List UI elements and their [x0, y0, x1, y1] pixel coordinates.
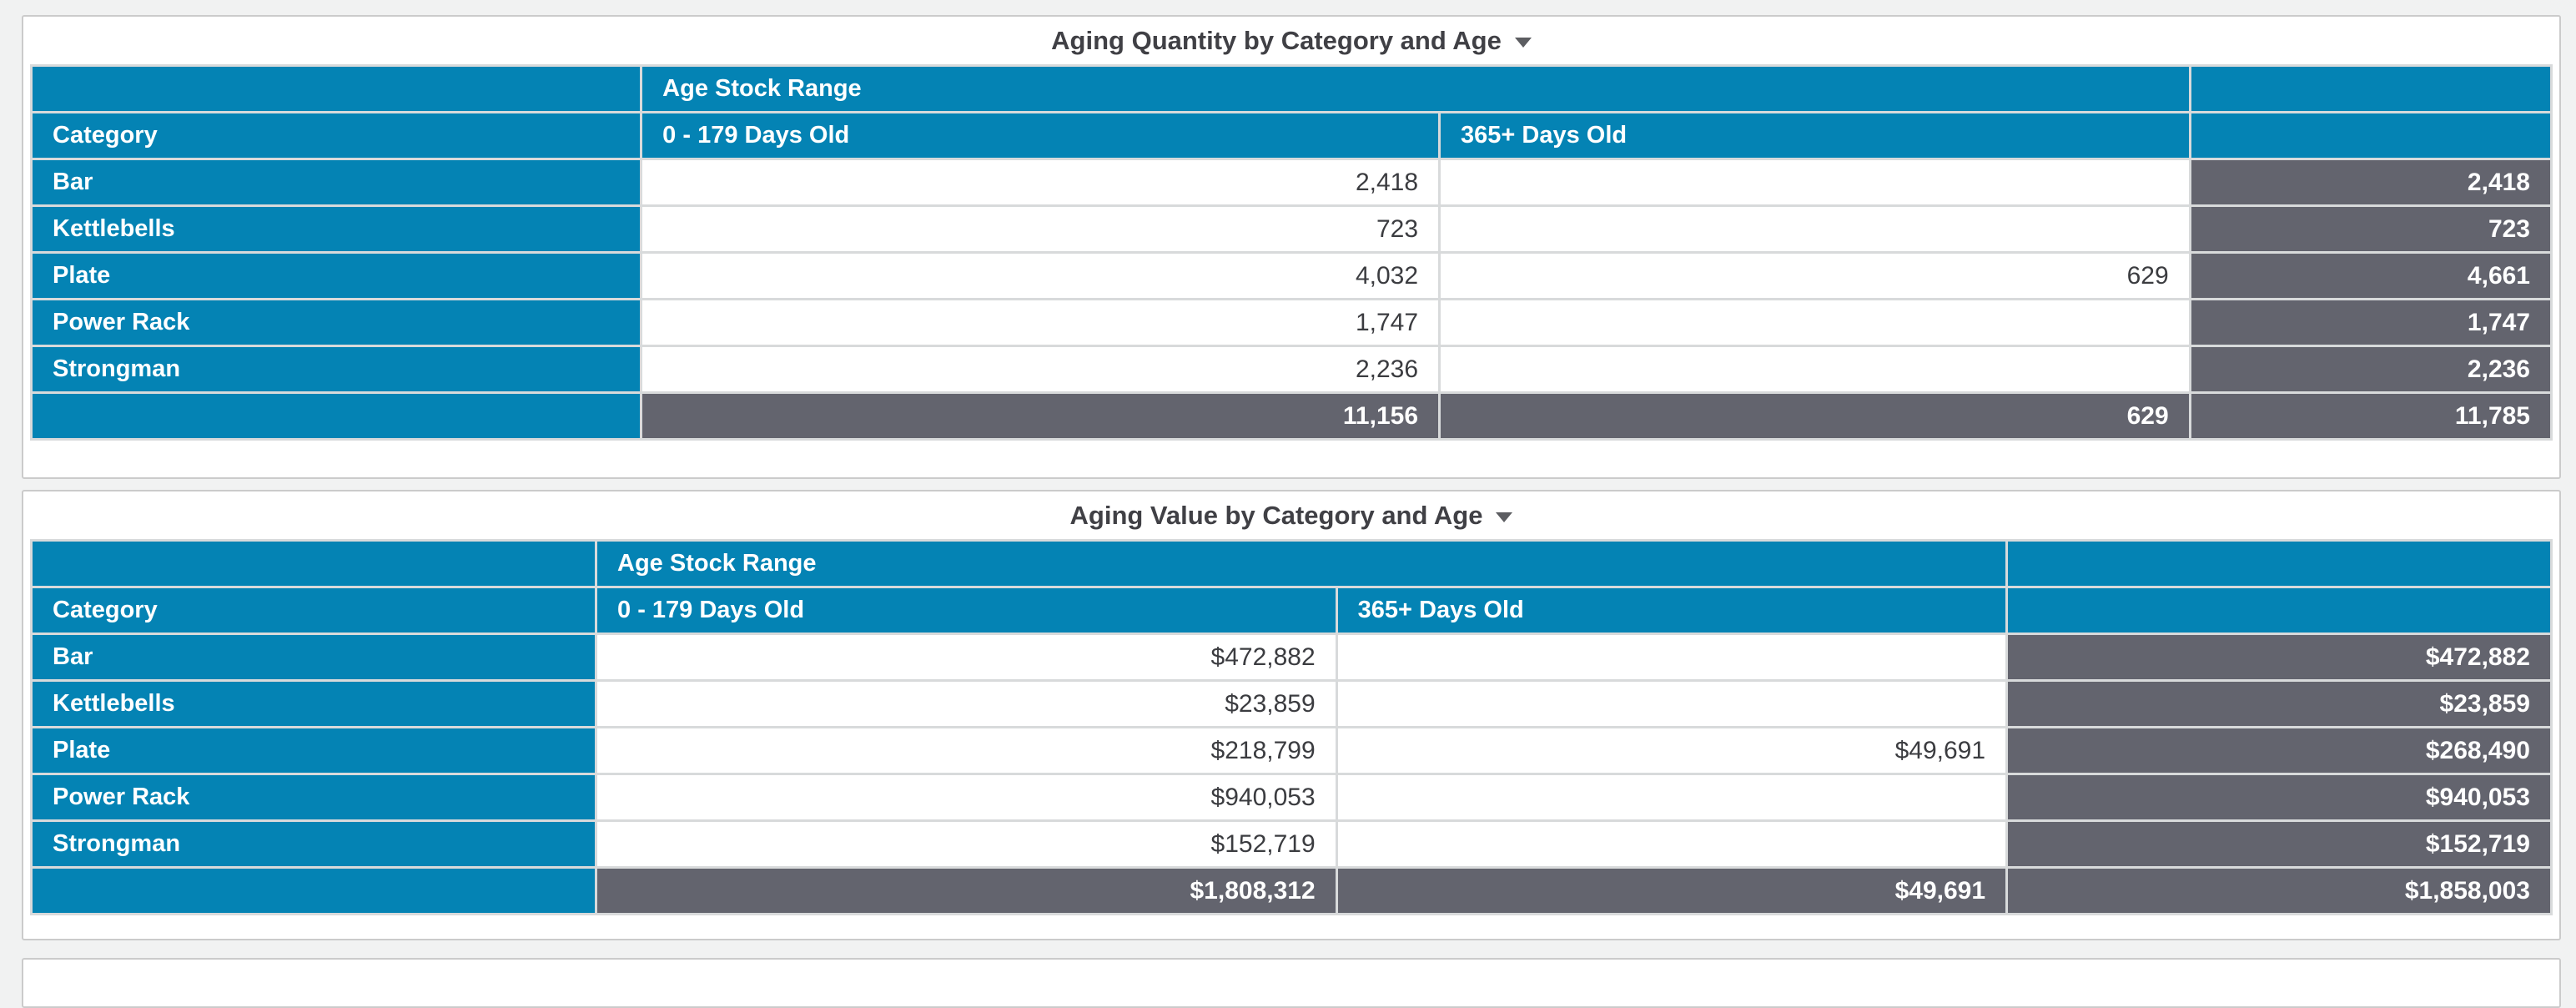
- grand-total-cell[interactable]: $1,858,003: [2008, 869, 2550, 913]
- table-row: Kettlebells $23,859 $23,859: [33, 682, 2550, 726]
- data-cell[interactable]: 2,418: [642, 160, 1439, 204]
- row-dimension-header: Category: [33, 113, 641, 158]
- caret-down-icon: [1496, 512, 1513, 522]
- table-row: Power Rack 1,747 1,747: [33, 300, 2550, 345]
- row-total-cell[interactable]: 4,661: [2191, 254, 2550, 298]
- total-column-header: [2191, 67, 2550, 111]
- pivot-group-header-row: Age Stock Range: [33, 542, 2550, 586]
- column-total-cell[interactable]: 629: [1441, 394, 2189, 438]
- data-cell[interactable]: [1337, 682, 2006, 726]
- table-row: Power Rack $940,053 $940,053: [33, 775, 2550, 819]
- totals-row-label: [33, 869, 596, 913]
- column-total-cell[interactable]: $1,808,312: [597, 869, 1336, 913]
- table-row: Plate 4,032 629 4,661: [33, 254, 2550, 298]
- data-cell[interactable]: $23,859: [597, 682, 1336, 726]
- data-cell[interactable]: [1337, 635, 2006, 679]
- row-total-cell[interactable]: 2,418: [2191, 160, 2550, 204]
- pivot-group-header: Age Stock Range: [642, 67, 2189, 111]
- column-header-365: 365+ Days Old: [1337, 588, 2006, 633]
- table-row: Bar 2,418 2,418: [33, 160, 2550, 204]
- column-header-365: 365+ Days Old: [1441, 113, 2189, 158]
- totals-row: $1,808,312 $49,691 $1,858,003: [33, 869, 2550, 913]
- data-cell[interactable]: $218,799: [597, 728, 1336, 773]
- data-cell[interactable]: 723: [642, 207, 1439, 251]
- row-label-bar[interactable]: Bar: [33, 160, 641, 204]
- column-header-0-179: 0 - 179 Days Old: [597, 588, 1336, 633]
- grand-total-cell[interactable]: 11,785: [2191, 394, 2550, 438]
- data-cell[interactable]: [1441, 160, 2189, 204]
- row-total-cell[interactable]: 723: [2191, 207, 2550, 251]
- row-label-kettlebells[interactable]: Kettlebells: [33, 207, 641, 251]
- column-header-0-179: 0 - 179 Days Old: [642, 113, 1439, 158]
- row-total-cell[interactable]: $268,490: [2008, 728, 2550, 773]
- table-row: Kettlebells 723 723: [33, 207, 2550, 251]
- data-cell[interactable]: 1,747: [642, 300, 1439, 345]
- total-column-header: [2191, 113, 2550, 158]
- corner-cell: [33, 542, 596, 586]
- data-cell[interactable]: $49,691: [1337, 728, 2006, 773]
- row-label-power-rack[interactable]: Power Rack: [33, 300, 641, 345]
- row-total-cell[interactable]: 1,747: [2191, 300, 2550, 345]
- data-cell[interactable]: [1337, 822, 2006, 866]
- value-tile-title-text: Aging Value by Category and Age: [1069, 500, 1483, 530]
- data-cell[interactable]: $472,882: [597, 635, 1336, 679]
- total-column-header: [2008, 588, 2550, 633]
- value-tile-title[interactable]: Aging Value by Category and Age: [23, 491, 2559, 539]
- column-total-cell[interactable]: $49,691: [1337, 869, 2006, 913]
- corner-cell: [33, 67, 641, 111]
- row-total-cell[interactable]: $152,719: [2008, 822, 2550, 866]
- table-row: Strongman $152,719 $152,719: [33, 822, 2550, 866]
- row-label-kettlebells[interactable]: Kettlebells: [33, 682, 596, 726]
- row-label-strongman[interactable]: Strongman: [33, 347, 641, 391]
- row-total-cell[interactable]: 2,236: [2191, 347, 2550, 391]
- row-label-bar[interactable]: Bar: [33, 635, 596, 679]
- quantity-tile-card: Aging Quantity by Category and Age Age S…: [22, 15, 2561, 479]
- data-cell[interactable]: [1441, 207, 2189, 251]
- pivot-group-header-row: Age Stock Range: [33, 67, 2550, 111]
- totals-row-label: [33, 394, 641, 438]
- row-total-cell[interactable]: $472,882: [2008, 635, 2550, 679]
- totals-row: 11,156 629 11,785: [33, 394, 2550, 438]
- pivot-group-header: Age Stock Range: [597, 542, 2006, 586]
- total-column-header: [2008, 542, 2550, 586]
- pivot-column-header-row: Category 0 - 179 Days Old 365+ Days Old: [33, 113, 2550, 158]
- pivot-column-header-row: Category 0 - 179 Days Old 365+ Days Old: [33, 588, 2550, 633]
- row-label-power-rack[interactable]: Power Rack: [33, 775, 596, 819]
- data-cell[interactable]: [1337, 775, 2006, 819]
- table-row: Plate $218,799 $49,691 $268,490: [33, 728, 2550, 773]
- caret-down-icon: [1514, 38, 1532, 48]
- column-total-cell[interactable]: 11,156: [642, 394, 1439, 438]
- quantity-tile-title[interactable]: Aging Quantity by Category and Age: [23, 17, 2559, 64]
- row-label-strongman[interactable]: Strongman: [33, 822, 596, 866]
- row-dimension-header: Category: [33, 588, 596, 633]
- row-label-plate[interactable]: Plate: [33, 728, 596, 773]
- quantity-tile-title-text: Aging Quantity by Category and Age: [1051, 25, 1502, 55]
- row-label-plate[interactable]: Plate: [33, 254, 641, 298]
- data-cell[interactable]: 2,236: [642, 347, 1439, 391]
- data-cell[interactable]: 629: [1441, 254, 2189, 298]
- data-cell[interactable]: [1441, 347, 2189, 391]
- data-cell[interactable]: [1441, 300, 2189, 345]
- data-cell[interactable]: $152,719: [597, 822, 1336, 866]
- row-total-cell[interactable]: $23,859: [2008, 682, 2550, 726]
- value-tile-card: Aging Value by Category and Age Age Stoc…: [22, 490, 2561, 940]
- data-cell[interactable]: 4,032: [642, 254, 1439, 298]
- quantity-pivot-table: Age Stock Range Category 0 - 179 Days Ol…: [30, 64, 2553, 441]
- next-tile-card-partial: [22, 958, 2561, 1008]
- row-total-cell[interactable]: $940,053: [2008, 775, 2550, 819]
- table-row: Strongman 2,236 2,236: [33, 347, 2550, 391]
- table-row: Bar $472,882 $472,882: [33, 635, 2550, 679]
- value-pivot-table: Age Stock Range Category 0 - 179 Days Ol…: [30, 539, 2553, 915]
- data-cell[interactable]: $940,053: [597, 775, 1336, 819]
